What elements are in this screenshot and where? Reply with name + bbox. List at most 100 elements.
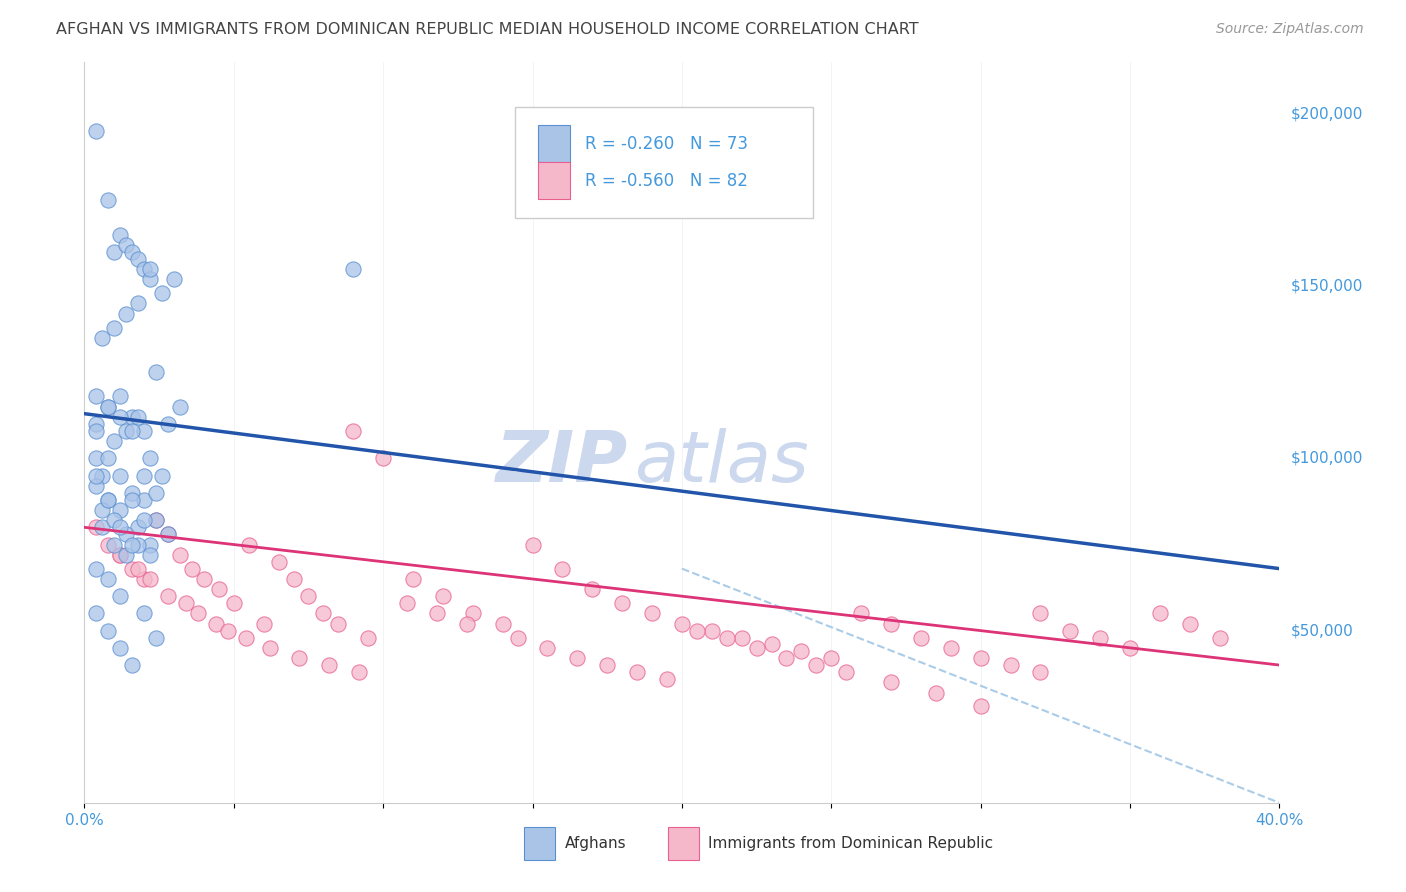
Point [127,537,149,551]
Text: ZIP: ZIP [496,428,628,497]
Point [139,262,162,277]
Point [150,468,173,483]
Point [402,572,425,586]
Point [283,572,305,586]
Point [396,596,419,610]
Point [139,537,162,551]
Point [432,589,454,603]
Point [97,400,120,414]
Point [121,537,143,551]
Point [86,479,108,493]
Point [163,272,186,286]
Point [716,631,738,645]
Point [910,631,932,645]
Point [139,272,162,286]
Point [612,596,634,610]
Point [110,589,132,603]
Point [536,640,558,655]
Point [671,616,693,631]
Point [86,424,108,438]
Point [259,640,281,655]
Point [790,644,813,658]
Point [103,513,125,527]
Point [157,527,180,541]
Point [1090,631,1112,645]
Point [655,672,678,686]
Text: Source: ZipAtlas.com: Source: ZipAtlas.com [1216,22,1364,37]
Point [169,400,191,414]
Point [456,616,478,631]
FancyBboxPatch shape [668,827,699,860]
Point [115,527,138,541]
Point [222,596,245,610]
Point [970,651,993,665]
Text: atlas: atlas [634,428,808,497]
Point [187,607,209,621]
Point [110,548,132,562]
Point [157,417,180,431]
Point [820,651,842,665]
Point [297,589,319,603]
Point [157,527,180,541]
Point [127,296,149,310]
Point [86,389,108,403]
Point [1029,665,1052,679]
Point [939,640,962,655]
Point [103,320,125,334]
Point [86,520,108,534]
Point [238,537,260,551]
Point [970,699,993,714]
Point [328,616,350,631]
Text: $50,000: $50,000 [1291,624,1354,638]
Point [139,572,162,586]
Point [312,607,335,621]
Point [169,548,191,562]
Point [342,262,364,277]
Point [132,262,156,277]
Point [373,451,395,466]
Point [150,286,173,301]
Point [181,561,204,575]
Point [1000,658,1022,673]
Point [121,658,143,673]
Point [121,424,143,438]
Point [567,651,589,665]
Point [731,631,754,645]
Point [157,589,180,603]
Point [1029,607,1052,621]
Point [121,561,143,575]
Point [288,651,311,665]
Point [267,555,290,569]
Point [110,410,132,425]
Point [86,124,108,138]
Point [97,624,120,638]
Point [132,424,156,438]
Point [342,424,364,438]
Text: Afghans: Afghans [565,836,627,851]
Point [641,607,664,621]
Point [132,513,156,527]
Point [86,561,108,575]
Point [97,572,120,586]
Point [110,548,132,562]
Point [318,658,340,673]
Point [700,624,723,638]
Point [121,492,143,507]
Point [121,486,143,500]
Text: R = -0.560   N = 82: R = -0.560 N = 82 [585,171,748,189]
Point [235,631,257,645]
Point [205,616,228,631]
Point [880,675,903,690]
Point [925,685,948,699]
Point [110,227,132,242]
Point [103,244,125,259]
Point [174,596,197,610]
Point [91,331,114,345]
Text: $200,000: $200,000 [1291,106,1362,121]
Point [145,486,167,500]
Point [145,631,167,645]
Point [86,451,108,466]
Point [86,607,108,621]
Point [97,492,120,507]
Point [115,238,138,252]
